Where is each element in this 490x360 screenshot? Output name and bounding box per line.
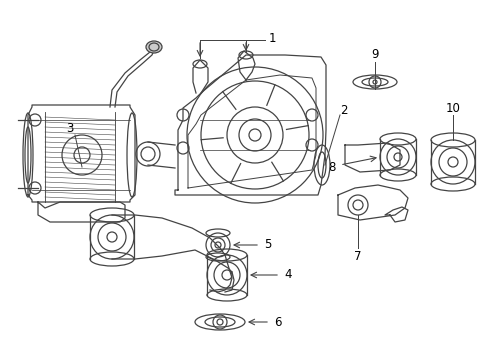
Text: 10: 10 bbox=[445, 102, 461, 114]
Text: 6: 6 bbox=[274, 315, 282, 328]
Text: 5: 5 bbox=[264, 239, 271, 252]
Text: 2: 2 bbox=[340, 104, 348, 117]
Text: 1: 1 bbox=[268, 32, 276, 45]
Text: 4: 4 bbox=[284, 269, 292, 282]
Text: 8: 8 bbox=[328, 161, 336, 174]
Ellipse shape bbox=[146, 41, 162, 53]
Text: 9: 9 bbox=[371, 48, 379, 60]
Text: 7: 7 bbox=[354, 249, 362, 262]
Text: 3: 3 bbox=[66, 122, 74, 135]
